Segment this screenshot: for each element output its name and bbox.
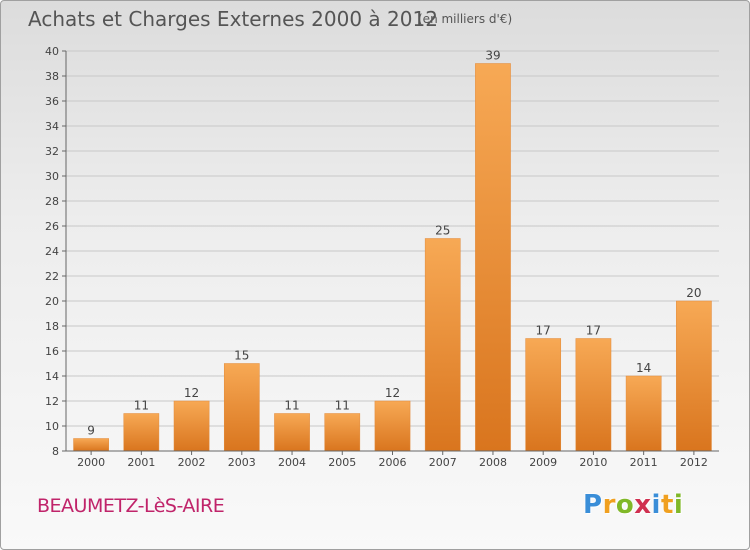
logo-letter: P (583, 490, 603, 520)
bar-2012 (676, 300, 712, 452)
bar-2011 (625, 375, 662, 452)
y-tick-label: 30 (45, 170, 59, 183)
bar-2005 (324, 413, 361, 452)
bars (73, 63, 712, 452)
proxiti-logo: Proxiti (583, 490, 683, 520)
y-tick-label: 34 (45, 120, 59, 133)
y-tick-label: 24 (45, 245, 59, 258)
bar-2004 (274, 413, 310, 452)
data-label: 17 (536, 324, 551, 338)
y-tick-label: 22 (45, 270, 59, 283)
logo-letter: o (615, 490, 635, 520)
chart-unit: (en milliers d'€) (418, 12, 513, 26)
x-tick-label: 2011 (630, 456, 658, 469)
bar-2001 (123, 413, 160, 452)
data-label: 14 (636, 361, 651, 375)
x-tick-label: 2003 (228, 456, 256, 469)
x-tick-label: 2009 (529, 456, 557, 469)
x-tick-label: 2001 (127, 456, 155, 469)
bar-2002 (173, 400, 210, 452)
logo-letter: x (634, 490, 652, 520)
x-tick-label: 2004 (278, 456, 306, 469)
y-tick-label: 14 (45, 370, 59, 383)
bar-2008 (475, 63, 511, 452)
x-tick-label: 2006 (379, 456, 407, 469)
x-tick-label: 2007 (429, 456, 457, 469)
x-tick-label: 2008 (479, 456, 507, 469)
data-label: 11 (284, 399, 299, 413)
logo-letter: t (660, 490, 674, 520)
bar-2007 (424, 238, 461, 452)
y-tick-label: 26 (45, 220, 59, 233)
x-tick-label: 2000 (77, 456, 105, 469)
bar-2010 (575, 338, 612, 452)
x-tick-label: 2012 (680, 456, 708, 469)
axes: 8 10 12 14 16 18 20 22 24 26 28 30 32 34 36 38 40 2000 200… (45, 45, 719, 469)
y-tick-label: 40 (45, 45, 59, 58)
data-label: 12 (184, 386, 199, 400)
bar-2009 (525, 338, 562, 452)
logo-letter: i (651, 490, 661, 520)
y-tick-label: 16 (45, 345, 59, 358)
chart-title: Achats et Charges Externes 2000 à 2012 (28, 7, 438, 31)
y-tick-label: 28 (45, 195, 59, 208)
x-tick-label: 2010 (579, 456, 607, 469)
data-label: 17 (586, 324, 601, 338)
logo-letter: i (673, 490, 684, 520)
x-tick-label: 2005 (328, 456, 356, 469)
data-label: 15 (234, 349, 249, 363)
y-tick-label: 8 (52, 445, 59, 458)
data-label: 12 (385, 386, 400, 400)
place-name: BEAUMETZ-LèS-AIRE (37, 495, 225, 517)
bar-2003 (223, 363, 260, 452)
data-label: 11 (134, 399, 149, 413)
bar-2000 (73, 438, 109, 452)
y-tick-label: 20 (45, 295, 59, 308)
y-tick-label: 32 (45, 145, 59, 158)
bar-2006 (374, 400, 411, 452)
data-labels: 9 11 12 15 11 11 12 25 39 17 17 14 20 (87, 49, 701, 438)
x-tick-label: 2002 (178, 456, 206, 469)
y-tick-label: 10 (45, 420, 59, 433)
logo-letter: r (602, 490, 616, 520)
y-tick-label: 18 (45, 320, 59, 333)
data-label: 9 (87, 424, 95, 438)
data-label: 20 (686, 286, 701, 300)
data-label: 11 (335, 399, 350, 413)
y-tick-label: 38 (45, 70, 59, 83)
y-tick-label: 12 (45, 395, 59, 408)
data-label: 39 (485, 49, 500, 63)
y-tick-label: 36 (45, 95, 59, 108)
data-label: 25 (435, 224, 450, 238)
